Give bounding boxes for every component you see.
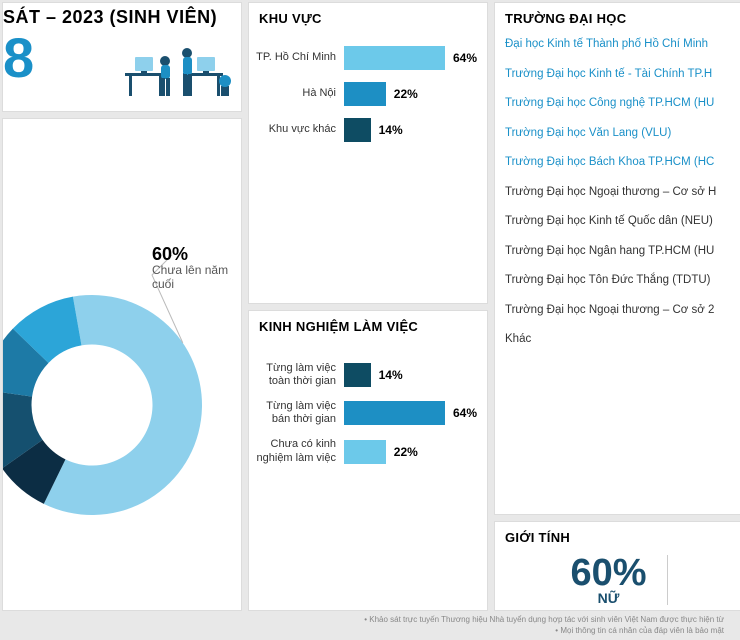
university-item: Trường Đại học Kinh tế Quốc dân (NEU) xyxy=(505,207,733,237)
bar-value: 22% xyxy=(394,445,418,459)
universities-title: TRƯỜNG ĐẠI HỌC xyxy=(495,3,740,30)
dashboard-root: SÁT – 2023 (SINH VIÊN) 8 xyxy=(0,0,740,640)
experience-title: KINH NGHIỆM LÀM VIỆC xyxy=(249,311,487,338)
region-title: KHU VỰC xyxy=(249,3,487,30)
bar-label: Khu vực khác xyxy=(249,123,344,136)
university-item: Khác xyxy=(505,325,733,355)
gender-title: GIỚI TÍNH xyxy=(495,522,740,549)
column-2: KHU VỰC TP. Hồ Chí Minh 64% Hà Nội 22% Khu v… xyxy=(248,2,488,611)
donut-callout-text: Chưa lên năm cuối xyxy=(152,263,228,291)
bar-label: Chưa có kinh nghiệm làm việc xyxy=(249,438,344,464)
bar-fill xyxy=(344,82,386,106)
donut-callout-pct: 60% xyxy=(152,245,242,263)
gender-pct: 60% xyxy=(570,554,646,592)
header-card: SÁT – 2023 (SINH VIÊN) 8 xyxy=(2,2,242,112)
university-item: Trường Đại học Ngoại thương – Cơ sở H xyxy=(505,178,733,208)
bar-fill xyxy=(344,401,445,425)
bar-value: 64% xyxy=(453,51,477,65)
people-working-illustration xyxy=(121,31,231,101)
gender-card: GIỚI TÍNH 60% NỮ xyxy=(494,521,740,611)
bar-label: Hà Nội xyxy=(249,87,344,100)
university-item: Trường Đại học Ngoại thương – Cơ sở 2 xyxy=(505,296,733,326)
bar-track: 64% xyxy=(344,46,477,70)
footer-line-2: Mọi thông tin cá nhân của đáp viên là bả… xyxy=(555,626,724,635)
footer-notes: Khảo sát trực tuyến Thương hiệu Nhà tuyể… xyxy=(2,611,738,638)
region-bars: TP. Hồ Chí Minh 64% Hà Nội 22% Khu vực khác 1… xyxy=(249,46,487,142)
bar-row: Chưa có kinh nghiệm làm việc 22% xyxy=(249,438,477,464)
bar-label: TP. Hồ Chí Minh xyxy=(249,51,344,64)
bar-label: Từng làm việc toàn thời gian xyxy=(249,362,344,388)
bar-fill xyxy=(344,363,371,387)
footer-line-1: Khảo sát trực tuyến Thương hiệu Nhà tuyể… xyxy=(364,615,724,624)
bar-row: Khu vực khác 14% xyxy=(249,118,477,142)
university-item[interactable]: Trường Đại học Văn Lang (VLU) xyxy=(505,119,733,149)
bar-track: 64% xyxy=(344,401,477,425)
university-item[interactable]: Trường Đại học Kinh tế - Tài Chính TP.H xyxy=(505,60,733,90)
bar-value: 22% xyxy=(394,87,418,101)
university-item[interactable]: Trường Đại học Bách Khoa TP.HCM (HC xyxy=(505,148,733,178)
university-item: Trường Đại học Tôn Đức Thắng (TDTU) xyxy=(505,266,733,296)
region-card: KHU VỰC TP. Hồ Chí Minh 64% Hà Nội 22% Khu v… xyxy=(248,2,488,304)
donut-wrap: 60% Chưa lên năm cuối xyxy=(2,215,242,515)
gender-body: 60% NỮ xyxy=(495,549,740,610)
bar-row: TP. Hồ Chí Minh 64% xyxy=(249,46,477,70)
header-title: SÁT – 2023 (SINH VIÊN) xyxy=(3,7,241,28)
bar-label: Từng làm việc bán thời gian xyxy=(249,400,344,426)
bar-row: Từng làm việc bán thời gian 64% xyxy=(249,400,477,426)
gender-divider xyxy=(667,555,668,605)
universities-card: TRƯỜNG ĐẠI HỌC Đại học Kinh tế Thành phố… xyxy=(494,2,740,515)
donut-callout: 60% Chưa lên năm cuối xyxy=(152,245,242,291)
dashboard-grid: SÁT – 2023 (SINH VIÊN) 8 xyxy=(2,2,738,611)
bar-track: 22% xyxy=(344,82,477,106)
donut-card: 60% Chưa lên năm cuối xyxy=(2,118,242,611)
bar-track: 14% xyxy=(344,118,477,142)
bar-fill xyxy=(344,46,445,70)
bar-value: 14% xyxy=(379,368,403,382)
university-item[interactable]: Đại học Kinh tế Thành phố Hồ Chí Minh xyxy=(505,30,733,60)
bar-row: Hà Nội 22% xyxy=(249,82,477,106)
experience-bars: Từng làm việc toàn thời gian14%Từng làm … xyxy=(249,362,487,465)
bar-fill xyxy=(344,440,386,464)
bar-row: Từng làm việc toàn thời gian 14% xyxy=(249,362,477,388)
universities-list: Đại học Kinh tế Thành phố Hồ Chí MinhTrư… xyxy=(495,30,740,361)
university-item[interactable]: Trường Đại học Công nghệ TP.HCM (HU xyxy=(505,89,733,119)
bar-track: 14% xyxy=(344,363,477,387)
university-item: Trường Đại học Ngân hang TP.HCM (HU xyxy=(505,237,733,267)
bar-fill xyxy=(344,118,371,142)
experience-card: KINH NGHIỆM LÀM VIỆC Từng làm việc toàn … xyxy=(248,310,488,612)
bar-value: 14% xyxy=(379,123,403,137)
bar-track: 22% xyxy=(344,440,477,464)
bar-value: 64% xyxy=(453,406,477,420)
